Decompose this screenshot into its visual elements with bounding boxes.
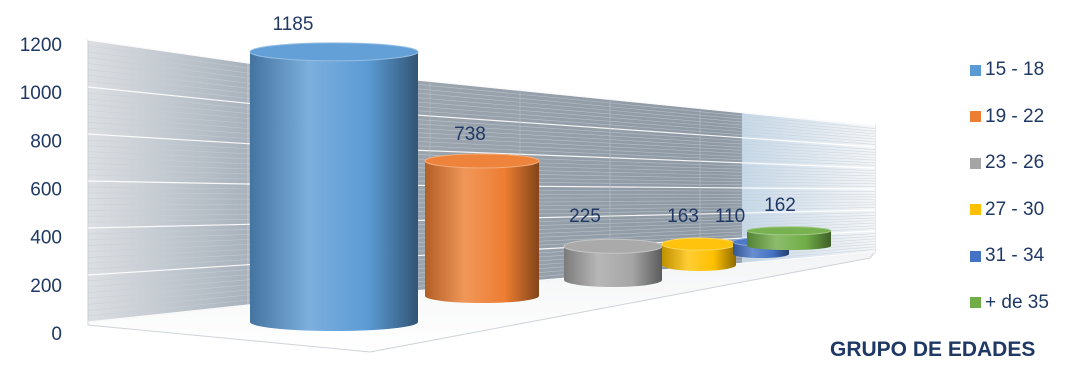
data-label: 225 [569, 206, 601, 227]
gridline [87, 133, 876, 169]
legend-label: 23 - 26 [985, 152, 1045, 174]
legend-label: + de 35 [985, 291, 1049, 313]
bar-body [564, 246, 662, 287]
gridline [87, 174, 876, 187]
bar-body [425, 160, 539, 303]
legend-item: 15 - 18 [970, 58, 1080, 82]
chart-title: GRUPO DE EDADES [830, 338, 1036, 361]
legend-swatch [970, 250, 981, 262]
gridline [87, 222, 876, 258]
gridline [87, 212, 876, 235]
gridline [87, 228, 876, 270]
bar-top [563, 238, 663, 254]
y-axis: 0 200 400 600 800 1000 1200 [20, 35, 62, 345]
y-tick-label: 1200 [20, 35, 62, 56]
gridline [87, 169, 876, 185]
gridline [87, 163, 876, 182]
bar-body [250, 51, 418, 331]
legend-item: 31 - 34 [970, 244, 1080, 268]
bar-de-35 [746, 226, 832, 250]
legend-swatch [970, 111, 981, 123]
gridline [87, 127, 876, 166]
legend-swatch [970, 204, 981, 216]
y-tick-label: 600 [30, 180, 62, 201]
legend-label: 27 - 30 [985, 198, 1045, 220]
legend-swatch [970, 64, 981, 76]
legend-swatch [970, 297, 981, 309]
data-label: 1185 [273, 14, 314, 35]
gridline [87, 75, 876, 143]
legend-item: 19 - 22 [970, 105, 1080, 129]
gridline [87, 122, 876, 164]
gridline [87, 51, 876, 132]
gridline [87, 196, 876, 200]
gridline [87, 139, 876, 171]
gridline [87, 157, 876, 179]
gridline [87, 199, 876, 205]
y-tick-label: 0 [51, 324, 62, 345]
gridline [87, 251, 876, 323]
gridline [87, 151, 876, 177]
bar-top [424, 153, 540, 169]
bar-27-30 [661, 237, 737, 271]
bar-top [249, 42, 419, 62]
gridline [87, 63, 876, 137]
gridline [87, 201, 876, 211]
gridline [87, 220, 876, 252]
gridline [87, 145, 876, 174]
gridline [87, 80, 876, 145]
gridline [87, 98, 876, 153]
gridline [87, 69, 876, 140]
gridline [87, 186, 876, 192]
gridline [87, 57, 876, 135]
data-label: 738 [454, 124, 486, 145]
gridline [87, 86, 876, 148]
bar-top [661, 237, 737, 251]
data-label: 110 [715, 206, 745, 227]
legend: 15 - 18 19 - 22 23 - 26 27 - 30 31 - 34 + de … [970, 58, 1080, 338]
gridline [87, 45, 876, 129]
bar-23-26 [563, 238, 663, 287]
gridline [87, 92, 876, 150]
bar-top [746, 226, 832, 236]
gridline [87, 207, 876, 223]
gridline [87, 209, 876, 229]
legend-item: 27 - 30 [970, 198, 1080, 222]
bars [249, 42, 832, 331]
y-tick-label: 1000 [20, 83, 62, 104]
bar-body [662, 244, 736, 271]
data-label: 162 [764, 195, 796, 216]
y-tick-label: 800 [30, 131, 62, 152]
gridline [87, 116, 876, 161]
gridline [87, 110, 876, 158]
legend-label: 15 - 18 [985, 59, 1045, 80]
gridline [87, 192, 876, 195]
gridline [87, 215, 876, 241]
y-tick-label: 400 [30, 228, 62, 249]
legend-label: 31 - 34 [985, 245, 1045, 267]
data-label: 163 [667, 206, 699, 227]
bar-19-22 [424, 153, 540, 303]
legend-label: 19 - 22 [985, 105, 1045, 127]
bar-15-18 [249, 42, 419, 331]
y-tick-label: 200 [30, 276, 62, 297]
legend-item: 23 - 26 [970, 151, 1080, 175]
gridline [87, 104, 876, 156]
gridline [87, 217, 876, 246]
gridline [87, 225, 876, 264]
legend-swatch [970, 157, 981, 169]
legend-item: + de 35 [970, 291, 1080, 315]
gridline [87, 180, 876, 190]
gridline [87, 39, 876, 127]
data-labels: 1185 738 225 163 110 162 [273, 14, 796, 227]
gridline [87, 204, 876, 217]
bar-body [747, 230, 831, 250]
